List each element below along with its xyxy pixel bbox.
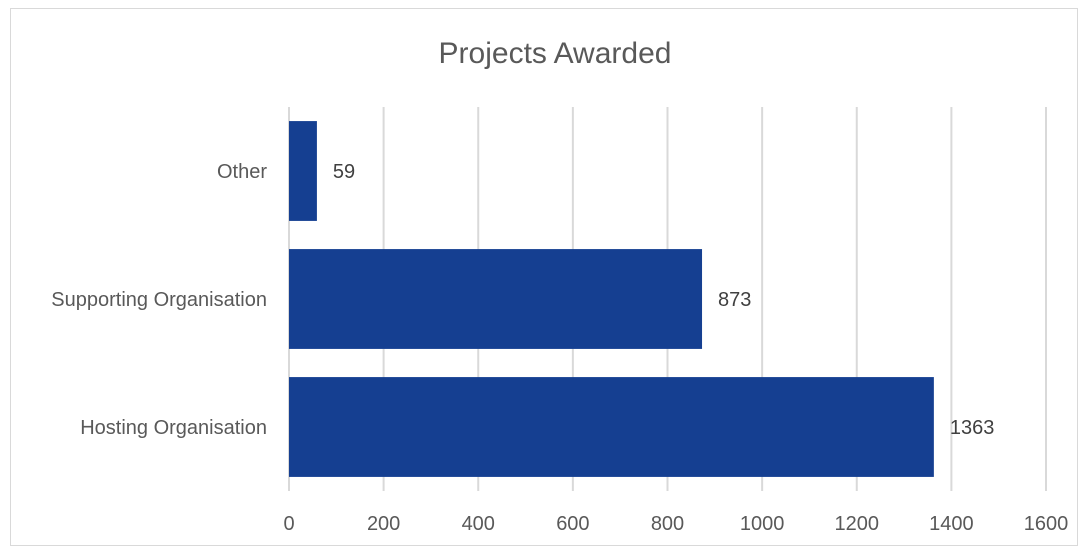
x-tick-label: 1000 [740, 513, 785, 535]
chart-title: Projects Awarded [439, 37, 672, 70]
bar [289, 249, 703, 349]
x-tick-label: 1600 [1024, 513, 1069, 535]
category-label: Supporting Organisation [51, 289, 267, 311]
bars [289, 121, 934, 477]
data-labels: 59 873 1363 [333, 161, 994, 439]
data-label: 59 [333, 161, 355, 183]
x-tick-label: 1200 [835, 513, 880, 535]
data-label: 873 [718, 289, 751, 311]
x-tick-label: 0 [283, 513, 294, 535]
bar [289, 121, 317, 221]
data-label: 1363 [950, 417, 995, 439]
x-tick-label: 800 [651, 513, 684, 535]
x-tick-label: 600 [556, 513, 589, 535]
category-labels: Other Supporting Organisation Hosting Orga… [51, 161, 267, 439]
x-tick-label: 400 [462, 513, 495, 535]
category-label: Other [217, 161, 267, 183]
x-tick-label: 1400 [929, 513, 974, 535]
x-axis-tick-labels: 0 200 400 600 800 1000 1200 1400 1600 [283, 513, 1068, 535]
bar [289, 377, 934, 477]
bar-chart: Projects Awarded Other Supporting Organis… [51, 37, 1068, 535]
x-tick-label: 200 [367, 513, 400, 535]
category-label: Hosting Organisation [80, 417, 267, 439]
chart-frame: Projects Awarded Other Supporting Organis… [10, 8, 1078, 546]
